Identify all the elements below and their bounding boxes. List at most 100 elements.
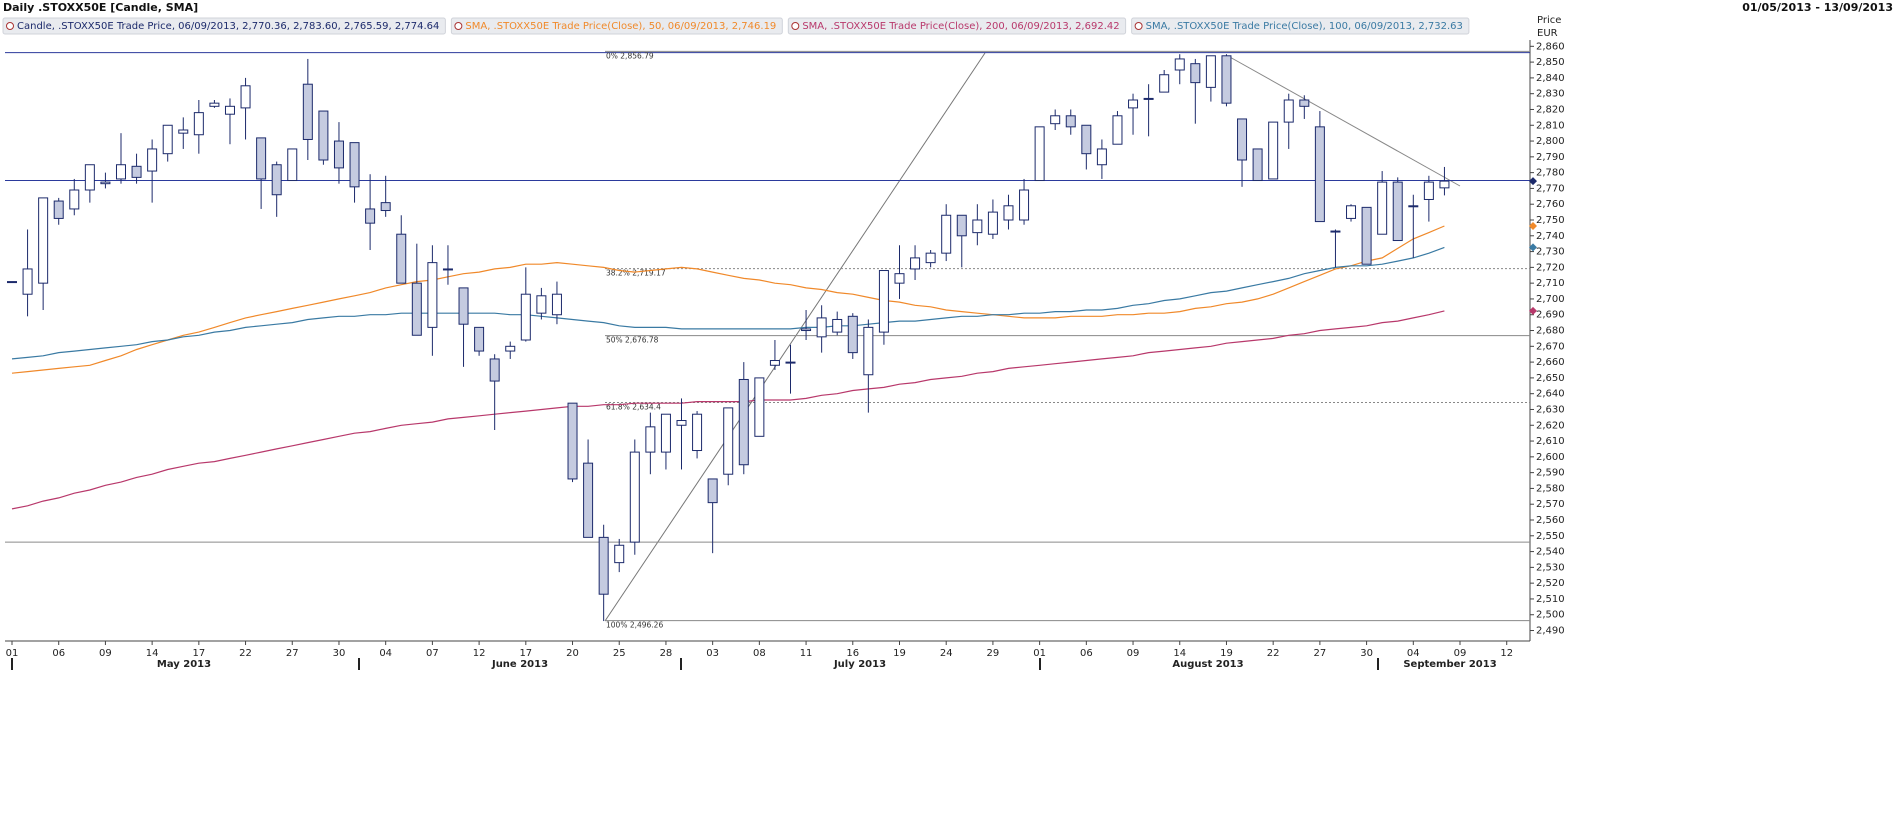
x-tick-label: 27 xyxy=(286,648,299,659)
x-tick-label: 24 xyxy=(940,648,953,659)
y-tick-label: 2,620 xyxy=(1536,420,1565,431)
candle-body xyxy=(1330,230,1341,233)
legend-icon xyxy=(454,22,463,30)
candle-body xyxy=(567,402,578,480)
y-tick-label: 2,760 xyxy=(1536,199,1565,210)
month-label: August 2013 xyxy=(1172,659,1243,670)
y-tick-label: 2,730 xyxy=(1536,247,1565,258)
month-label: June 2013 xyxy=(491,659,548,670)
legend-box xyxy=(2,17,446,35)
y-tick-label: 2,600 xyxy=(1536,452,1565,463)
y-tick-label: 2,660 xyxy=(1536,357,1565,368)
candle-body xyxy=(614,544,625,564)
legend-text: Candle, .STOXX50E Trade Price, 06/09/201… xyxy=(17,21,439,32)
legend-icon xyxy=(791,22,800,30)
candle-body xyxy=(1361,206,1372,265)
candle-body xyxy=(1439,180,1450,189)
candle-body xyxy=(583,462,594,538)
candle-body xyxy=(1299,99,1310,107)
legend-item: SMA, .STOXX50E Trade Price(Close), 50, 0… xyxy=(450,17,783,35)
fib-label: 61.8% 2,634.4 xyxy=(606,403,661,412)
y-tick-label: 2,610 xyxy=(1536,436,1565,447)
y-tick-label: 2,700 xyxy=(1536,294,1565,305)
y-tick-label: 2,720 xyxy=(1536,262,1565,273)
legend-item: Candle, .STOXX50E Trade Price, 06/09/201… xyxy=(2,17,446,35)
legend-item: SMA, .STOXX50E Trade Price(Close), 100, … xyxy=(1131,17,1470,35)
candle-body xyxy=(365,208,376,224)
sma-line xyxy=(11,225,1445,374)
legend-box xyxy=(1131,17,1470,35)
candle-body xyxy=(53,200,64,219)
candle-body xyxy=(738,378,749,466)
x-tick-label: 14 xyxy=(146,648,159,659)
candle-body xyxy=(723,407,734,475)
candle-body xyxy=(645,426,656,453)
candle-body xyxy=(427,262,438,328)
candle-body xyxy=(785,361,796,364)
candle-body xyxy=(333,140,344,169)
candle-body xyxy=(147,148,158,172)
candle-body xyxy=(1408,205,1419,208)
candle-body xyxy=(863,326,874,376)
x-tick-label: 16 xyxy=(846,648,859,659)
x-tick-label: 09 xyxy=(1454,648,1467,659)
x-tick-label: 04 xyxy=(1407,648,1420,659)
x-tick-label: 06 xyxy=(52,648,65,659)
y-tick-label: 2,670 xyxy=(1536,341,1565,352)
candle-body xyxy=(224,105,235,115)
candle-body xyxy=(707,478,718,504)
candle-body xyxy=(1174,58,1185,71)
y-tick-label: 2,750 xyxy=(1536,215,1565,226)
candle-body xyxy=(769,360,780,366)
y-tick-label: 2,810 xyxy=(1536,120,1565,131)
candle-body xyxy=(131,165,142,178)
y-tick-label: 2,560 xyxy=(1536,515,1565,526)
y-tick-label: 2,630 xyxy=(1536,404,1565,415)
y-tick-label: 2,850 xyxy=(1536,57,1565,68)
x-tick-label: 06 xyxy=(1080,648,1093,659)
month-label: May 2013 xyxy=(157,659,211,670)
x-tick-label: 09 xyxy=(99,648,112,659)
candle-body xyxy=(458,287,469,325)
last-value-marker xyxy=(1529,222,1537,231)
x-tick-label: 19 xyxy=(893,648,906,659)
y-tick-label: 2,780 xyxy=(1536,168,1565,179)
y-tick-label: 2,740 xyxy=(1536,231,1565,242)
candle-body xyxy=(660,413,671,453)
candle-body xyxy=(816,317,827,338)
candle-body xyxy=(38,197,49,284)
candle-body xyxy=(1112,115,1123,145)
candle-body xyxy=(1314,126,1325,223)
last-value-marker xyxy=(1529,306,1537,315)
candle-body xyxy=(162,124,173,155)
y-tick-label: 2,550 xyxy=(1536,531,1565,542)
candle-body xyxy=(178,129,189,134)
x-tick-label: 12 xyxy=(1500,648,1513,659)
x-tick-label: 25 xyxy=(613,648,626,659)
candle-body xyxy=(318,110,329,161)
x-tick-label: 07 xyxy=(426,648,439,659)
sma-line xyxy=(11,246,1445,360)
candle-body xyxy=(240,85,251,109)
candle-body xyxy=(598,536,609,595)
x-tick-label: 22 xyxy=(1267,648,1280,659)
candle-body xyxy=(1128,99,1139,109)
x-tick-label: 04 xyxy=(379,648,392,659)
candle-body xyxy=(1081,124,1092,155)
y-tick-label: 2,820 xyxy=(1536,104,1565,115)
candle-body xyxy=(894,273,905,284)
fib-label: 50% 2,676.78 xyxy=(606,336,659,345)
candle-body xyxy=(1050,115,1061,125)
y-axis-unit: EUR xyxy=(1537,28,1558,39)
candle-body xyxy=(1143,97,1154,100)
candle-body xyxy=(115,164,126,180)
y-tick-label: 2,570 xyxy=(1536,499,1565,510)
x-tick-label: 11 xyxy=(800,648,813,659)
fib-label: 38.2% 2,719.17 xyxy=(606,269,666,278)
candle-body xyxy=(801,328,812,332)
candle-body xyxy=(287,148,298,182)
candle-body xyxy=(271,164,282,196)
candle-body xyxy=(1019,189,1030,221)
candle-body xyxy=(972,219,983,234)
